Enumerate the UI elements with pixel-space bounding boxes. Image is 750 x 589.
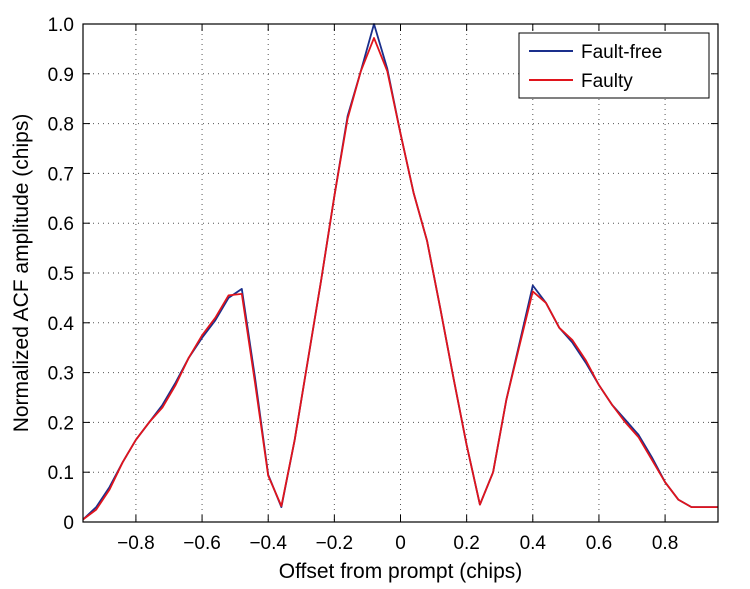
x-tick-label: −0.2 [316,533,354,554]
y-tick-label: 0.3 [48,364,74,385]
y-tick-label: 0.4 [48,314,75,335]
x-tick-label: 0 [395,533,406,554]
x-tick-label: 0.6 [586,533,612,554]
tick-labels: −0.8 −0.6 −0.4 −0.2 0 0.2 0.4 0.6 0.8 0 0.1 0.2 0.3 0… [48,15,679,554]
y-axis-label: Normalized ACF amplitude (chips) [10,114,33,433]
x-tick-label: 0.8 [652,533,678,554]
legend-label: Fault-free [581,42,662,63]
axis-ticks [83,23,718,523]
x-tick-label: −0.6 [183,533,221,554]
x-tick-label: 0.2 [453,533,479,554]
y-tick-label: 0.8 [48,115,74,136]
series-lines [82,23,718,521]
x-tick-label: −0.4 [249,533,287,554]
y-tick-label: 0.2 [48,413,74,434]
y-tick-label: 0.9 [48,65,74,86]
y-tick-label: 0 [63,513,74,534]
x-tick-label: −0.8 [117,533,155,554]
y-tick-label: 1.0 [48,15,74,36]
y-tick-label: 0.6 [48,214,74,235]
x-tick-label: 0.4 [520,533,547,554]
y-tick-label: 0.1 [48,463,74,484]
y-tick-label: 0.7 [48,164,74,185]
legend-box [518,32,710,99]
series-line-faulty [82,37,718,521]
legend: Fault-free Faulty [518,32,710,99]
legend-label: Faulty [581,71,633,92]
x-axis-label: Offset from prompt (chips) [279,560,523,583]
y-tick-label: 0.5 [48,264,74,285]
